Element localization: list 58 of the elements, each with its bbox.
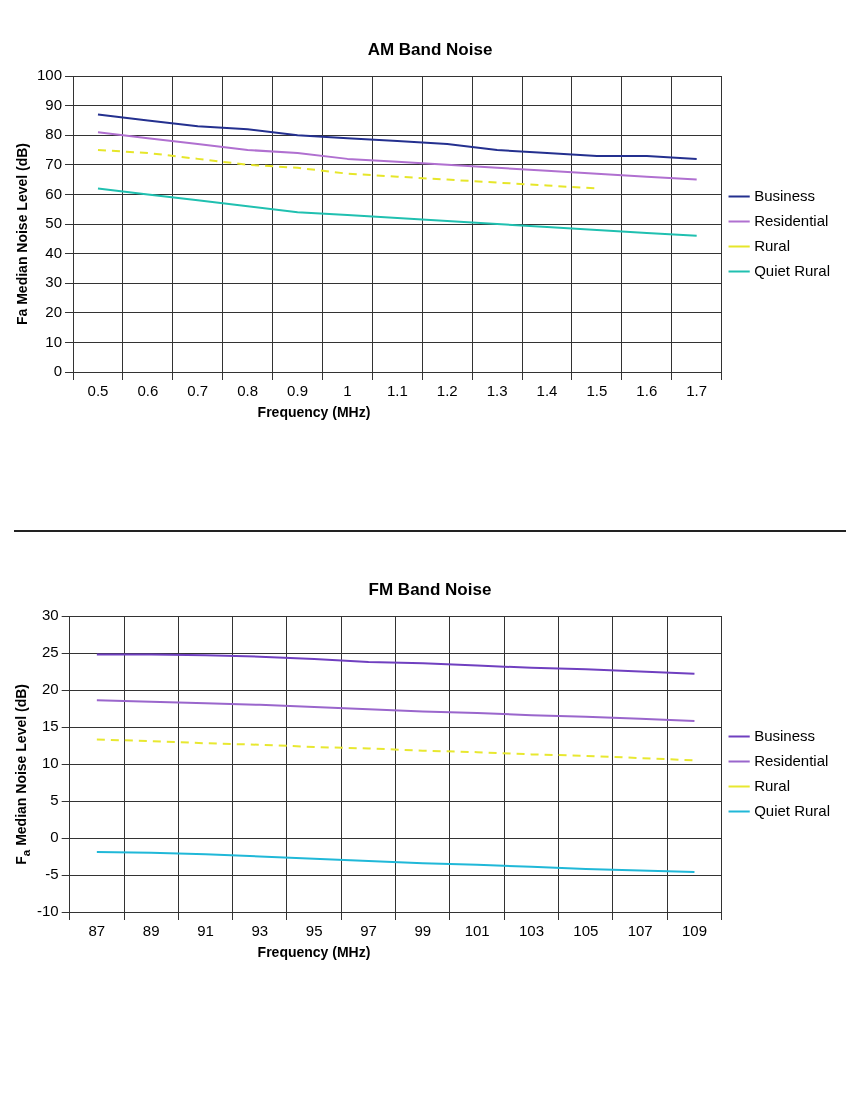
- y-tick-label: 5: [50, 791, 59, 809]
- legend-label: Business: [754, 726, 816, 744]
- y-axis-title: Fa Median Noise Level (dB): [14, 142, 31, 326]
- x-tick-label: 1.1: [386, 382, 408, 400]
- y-tick-label: 0: [53, 362, 63, 380]
- y-tick-label: 20: [41, 680, 59, 698]
- y-tick-label: 90: [45, 95, 63, 113]
- x-tick-label: 87: [88, 922, 106, 940]
- x-tick-label: 101: [464, 922, 490, 940]
- y-tick-label: 80: [45, 125, 63, 143]
- x-tick-label: 0.8: [237, 382, 259, 400]
- y-tick-label: 10: [45, 332, 63, 350]
- x-tick-label: 103: [518, 922, 544, 940]
- x-tick-label: 105: [573, 922, 599, 940]
- y-tick-label: 10: [41, 754, 59, 772]
- y-tick-label: 15: [41, 717, 59, 735]
- y-tick-label: 30: [41, 606, 59, 624]
- legend-label: Residential: [754, 751, 829, 769]
- y-tick-label: 60: [45, 184, 63, 202]
- y-tick-label: 100: [37, 66, 63, 84]
- legend-label: Residential: [754, 211, 829, 229]
- x-tick-label: 89: [142, 922, 160, 940]
- x-tick-label: 1.6: [636, 382, 658, 400]
- x-tick-label: 95: [305, 922, 323, 940]
- x-tick-label: 91: [197, 922, 214, 940]
- legend-label: Rural: [754, 776, 790, 794]
- x-tick-label: 0.5: [87, 382, 109, 400]
- y-tick-label: 20: [45, 302, 63, 320]
- legend-label: Quiet Rural: [754, 261, 831, 279]
- x-tick-label: 1.7: [686, 382, 708, 400]
- x-tick-label: 1.4: [536, 382, 558, 400]
- legend-label: Quiet Rural: [754, 801, 831, 819]
- legend-label: Rural: [754, 236, 790, 254]
- x-tick-label: 0.6: [137, 382, 159, 400]
- x-tick-label: 0.7: [187, 382, 209, 400]
- x-axis-title: Frequency (MHz): [256, 404, 372, 420]
- legend-label: Business: [754, 186, 816, 204]
- y-tick-label: 0: [50, 828, 59, 846]
- x-tick-label: 99: [414, 922, 432, 940]
- y-tick-label: 50: [45, 214, 63, 232]
- y-tick-label: 30: [45, 273, 63, 291]
- chart-title: AM Band Noise: [366, 40, 494, 61]
- y-tick-label: 25: [41, 643, 59, 661]
- x-tick-label: 1.5: [586, 382, 608, 400]
- x-tick-label: 97: [360, 922, 377, 940]
- x-axis-title: Frequency (MHz): [256, 944, 372, 960]
- x-tick-label: 0.9: [287, 382, 308, 400]
- y-tick-label: 70: [45, 154, 63, 172]
- x-tick-label: 109: [681, 922, 707, 940]
- x-tick-label: 107: [627, 922, 653, 940]
- x-tick-label: 93: [251, 922, 269, 940]
- x-tick-label: 1.2: [436, 382, 458, 400]
- chart-title: FM Band Noise: [367, 580, 493, 601]
- x-tick-label: 1: [343, 382, 352, 400]
- y-tick-label: -10: [36, 902, 59, 920]
- x-tick-label: 1.3: [486, 382, 508, 400]
- y-tick-label: -5: [45, 865, 59, 883]
- y-tick-label: 40: [45, 243, 63, 261]
